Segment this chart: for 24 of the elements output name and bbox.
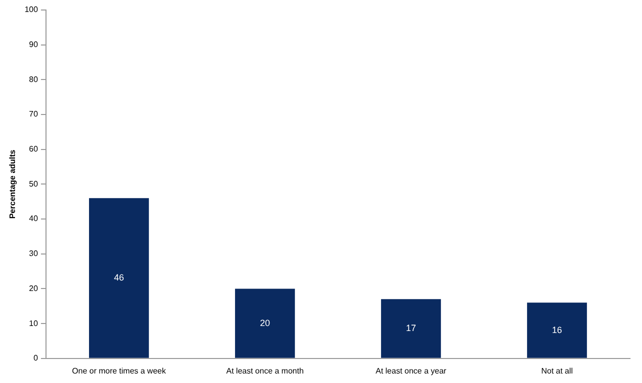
bar <box>235 288 295 358</box>
data-label: 16 <box>552 324 562 335</box>
y-tick-label: 0 <box>33 354 38 363</box>
y-tick-label: 80 <box>29 74 38 84</box>
data-label: 17 <box>406 323 416 334</box>
bar <box>527 302 587 358</box>
bar <box>381 299 441 358</box>
y-tick-label: 10 <box>29 318 38 328</box>
x-tick-label: At least once a month <box>226 366 304 376</box>
data-label: 46 <box>114 272 124 282</box>
x-tick-label: At least once a year <box>376 366 447 376</box>
x-tick-label: One or more times a week <box>72 366 167 376</box>
y-tick-label: 70 <box>29 110 38 119</box>
y-tick-label: 100 <box>24 5 38 14</box>
y-tick-label: 40 <box>29 214 38 224</box>
y-tick-label: 50 <box>29 179 38 188</box>
data-label: 20 <box>260 318 270 328</box>
y-tick-label: 30 <box>29 249 38 258</box>
y-tick-label: 60 <box>29 144 38 154</box>
y-tick-label: 90 <box>29 40 38 50</box>
y-axis-title: Percentage adults <box>8 149 18 219</box>
x-tick-label: Not at all <box>541 366 573 376</box>
bar <box>89 198 149 358</box>
y-tick-label: 20 <box>29 284 38 293</box>
